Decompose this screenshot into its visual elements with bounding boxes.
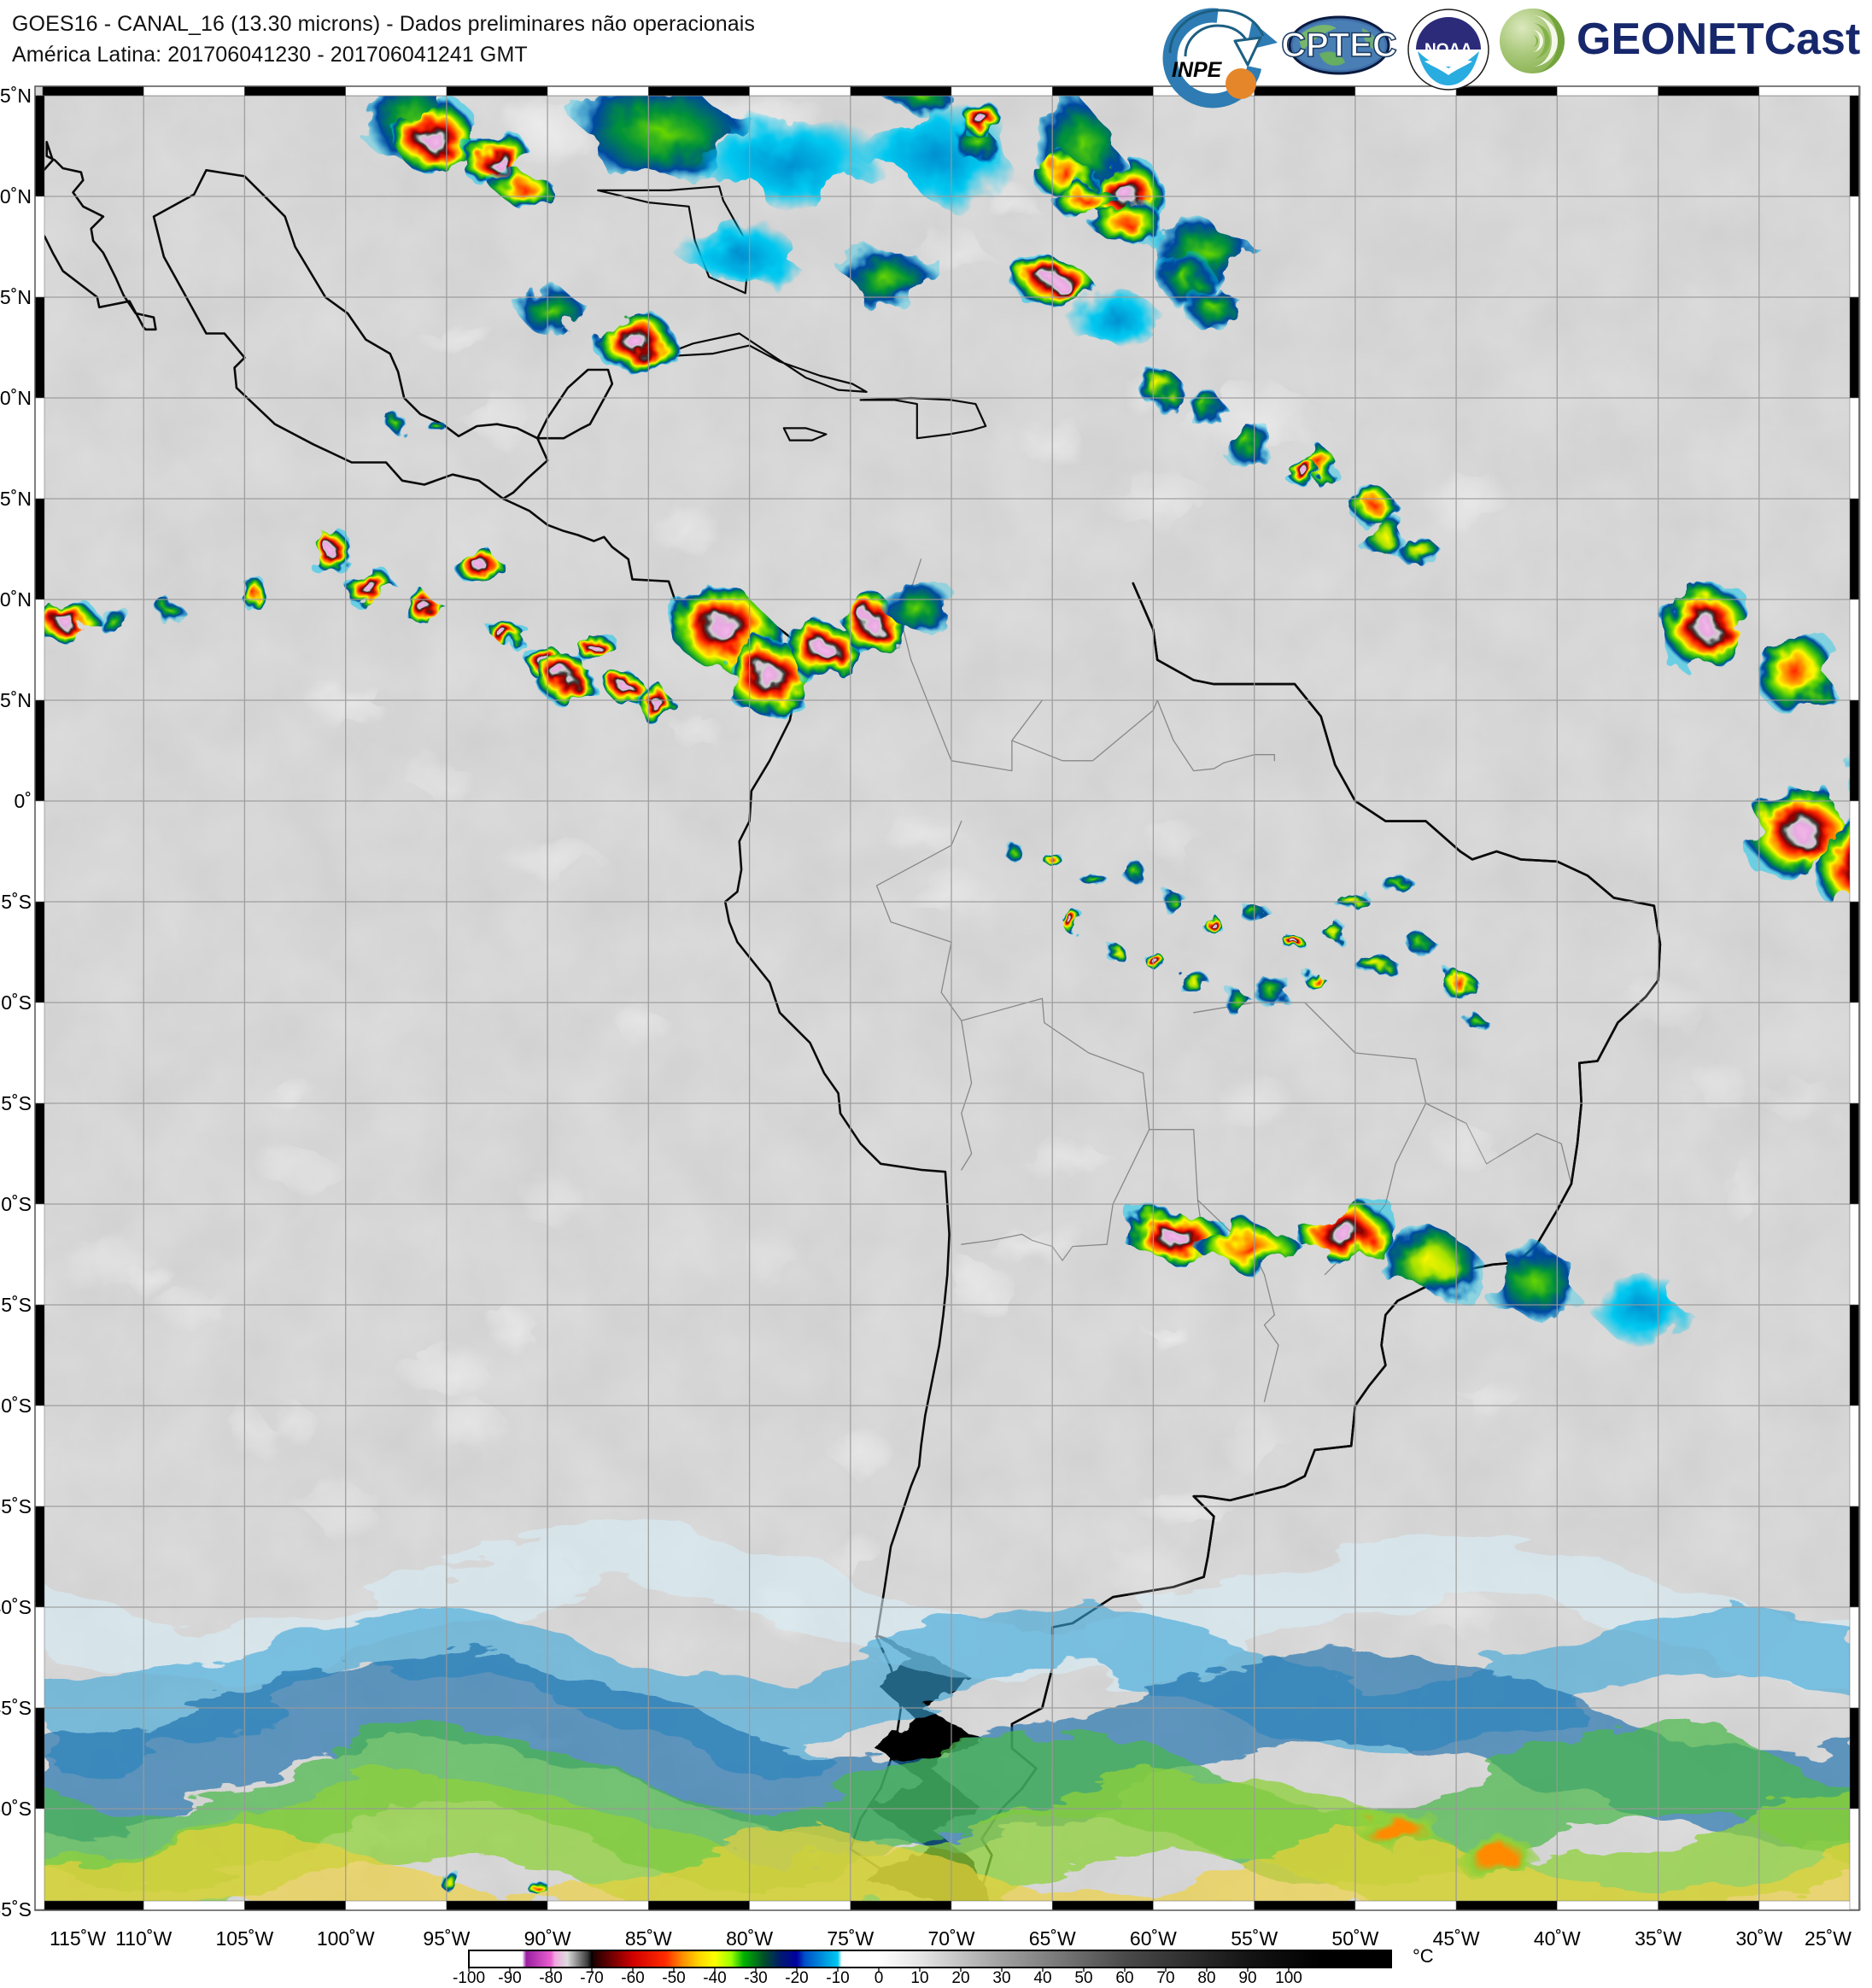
svg-text:50˚W: 50˚W: [1331, 1927, 1378, 1950]
svg-text:10˚N: 10˚N: [0, 588, 32, 611]
svg-text:70: 70: [1156, 1969, 1174, 1987]
svg-text:CPTEC: CPTEC: [1281, 26, 1397, 64]
svg-text:90˚W: 90˚W: [524, 1927, 571, 1950]
svg-text:85˚W: 85˚W: [625, 1927, 672, 1950]
svg-text:-60: -60: [621, 1969, 644, 1987]
svg-text:80˚W: 80˚W: [726, 1927, 773, 1950]
svg-text:60˚W: 60˚W: [1130, 1927, 1177, 1950]
svg-text:40˚W: 40˚W: [1534, 1927, 1581, 1950]
svg-text:115˚W: 115˚W: [50, 1927, 106, 1950]
svg-text:50˚S: 50˚S: [0, 1798, 32, 1820]
svg-text:5˚N: 5˚N: [0, 689, 32, 711]
svg-text:INPE: INPE: [1172, 58, 1223, 82]
svg-text:15˚S: 15˚S: [0, 1092, 32, 1114]
svg-text:40˚S: 40˚S: [0, 1596, 32, 1618]
svg-text:30˚N: 30˚N: [0, 185, 32, 208]
svg-text:35˚S: 35˚S: [0, 1495, 32, 1517]
svg-text:55˚S: 55˚S: [0, 1898, 32, 1921]
svg-text:20: 20: [951, 1969, 969, 1987]
svg-text:45˚W: 45˚W: [1433, 1927, 1480, 1950]
svg-text:35˚W: 35˚W: [1635, 1927, 1682, 1950]
svg-text:-50: -50: [662, 1969, 685, 1987]
svg-text:40: 40: [1033, 1969, 1051, 1987]
svg-text:70˚W: 70˚W: [928, 1927, 975, 1950]
svg-text:0: 0: [875, 1969, 884, 1987]
svg-text:110˚W: 110˚W: [115, 1927, 172, 1950]
svg-text:-100: -100: [453, 1969, 485, 1987]
svg-text:15˚N: 15˚N: [0, 488, 32, 510]
svg-text:90: 90: [1238, 1969, 1256, 1987]
svg-text:GEONETCast: GEONETCast: [1577, 15, 1860, 64]
svg-text:0˚: 0˚: [15, 790, 32, 812]
svg-text:5˚S: 5˚S: [1, 891, 32, 913]
svg-text:25˚S: 25˚S: [0, 1294, 32, 1316]
svg-text:105˚W: 105˚W: [216, 1927, 274, 1950]
svg-text:50: 50: [1074, 1969, 1092, 1987]
svg-text:-40: -40: [703, 1969, 726, 1987]
svg-text:100˚W: 100˚W: [317, 1927, 375, 1950]
svg-text:60: 60: [1115, 1969, 1133, 1987]
svg-text:30: 30: [992, 1969, 1010, 1987]
svg-text:35˚N: 35˚N: [0, 85, 32, 107]
svg-text:25˚N: 25˚N: [0, 286, 32, 308]
svg-text:95˚W: 95˚W: [423, 1927, 470, 1950]
svg-text:10: 10: [910, 1969, 928, 1987]
svg-text:45˚S: 45˚S: [0, 1697, 32, 1719]
svg-text:65˚W: 65˚W: [1029, 1927, 1076, 1950]
svg-text:30˚S: 30˚S: [0, 1395, 32, 1417]
svg-text:-80: -80: [539, 1969, 562, 1987]
svg-text:-90: -90: [498, 1969, 521, 1987]
svg-text:NOAA: NOAA: [1424, 41, 1472, 59]
svg-text:-10: -10: [826, 1969, 849, 1987]
svg-text:20˚S: 20˚S: [0, 1193, 32, 1215]
svg-text:10˚S: 10˚S: [0, 991, 32, 1014]
svg-text:-30: -30: [744, 1969, 767, 1987]
svg-text:75˚W: 75˚W: [827, 1927, 874, 1950]
svg-text:55˚W: 55˚W: [1231, 1927, 1278, 1950]
svg-text:30˚W: 30˚W: [1735, 1927, 1782, 1950]
svg-text:-20: -20: [785, 1969, 808, 1987]
svg-text:100: 100: [1275, 1969, 1302, 1987]
svg-text:80: 80: [1197, 1969, 1215, 1987]
svg-text:20˚N: 20˚N: [0, 387, 32, 409]
svg-text:-70: -70: [580, 1969, 603, 1987]
svg-text:°C: °C: [1413, 1945, 1434, 1967]
svg-text:25˚W: 25˚W: [1805, 1927, 1852, 1950]
